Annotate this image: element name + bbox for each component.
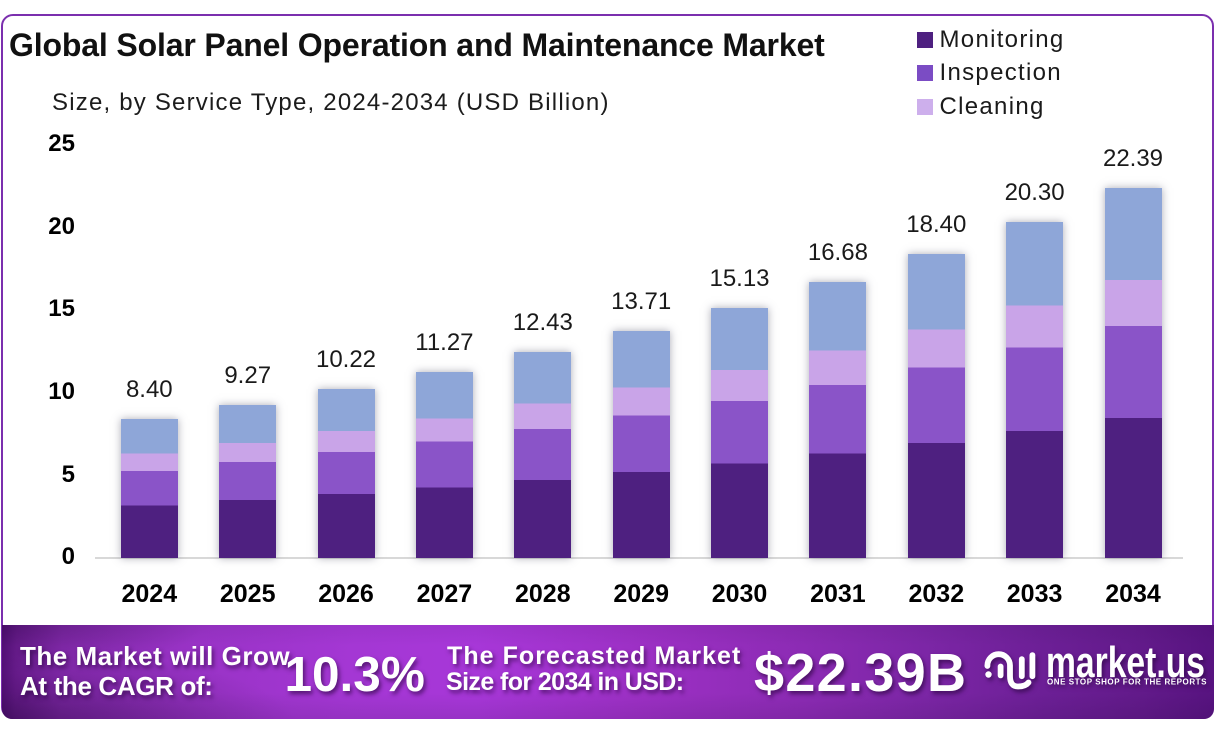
svg-text:ONE STOP SHOP FOR THE REPORTS: ONE STOP SHOP FOR THE REPORTS <box>1047 678 1207 687</box>
svg-text:market.us: market.us <box>1046 639 1205 687</box>
